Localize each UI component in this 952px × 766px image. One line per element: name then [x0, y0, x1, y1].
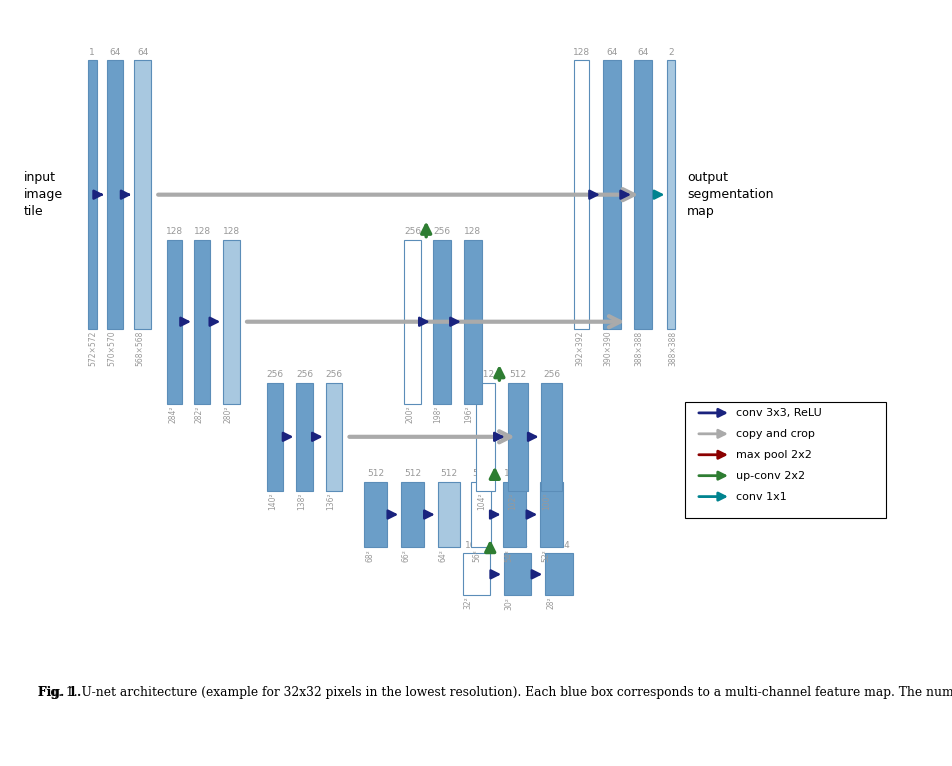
Text: 1024: 1024 [546, 541, 569, 550]
Text: conv 1x1: conv 1x1 [736, 492, 786, 502]
Text: 2: 2 [668, 47, 673, 57]
Bar [296, 383, 312, 490]
Text: Fig. 1. U-net architecture (example for 32x32 pixels in the lowest resolution). : Fig. 1. U-net architecture (example for … [38, 686, 952, 699]
Text: 572×572: 572×572 [89, 331, 97, 366]
Text: 100²: 100² [542, 492, 551, 509]
Text: 392×392: 392×392 [575, 331, 584, 366]
Text: 140²: 140² [268, 492, 277, 509]
Text: 198²: 198² [433, 405, 442, 423]
Text: 512: 512 [477, 371, 494, 379]
Text: 256: 256 [433, 227, 450, 236]
Text: 1: 1 [89, 47, 95, 57]
Text: 1024: 1024 [506, 541, 528, 550]
Text: 128: 128 [166, 227, 183, 236]
Text: 136²: 136² [327, 492, 335, 509]
Bar [602, 61, 621, 329]
Text: 256: 256 [267, 371, 284, 379]
Bar [223, 240, 239, 404]
Text: 28²: 28² [545, 597, 554, 610]
Text: 280²: 280² [224, 405, 232, 423]
Bar [574, 61, 588, 329]
Text: 1024: 1024 [503, 469, 526, 478]
Text: 282²: 282² [194, 405, 204, 423]
Text: 568×568: 568×568 [135, 331, 144, 366]
Text: 256: 256 [296, 371, 313, 379]
Text: 200²: 200² [405, 405, 414, 423]
Text: 570×570: 570×570 [108, 331, 117, 366]
Bar [326, 383, 342, 490]
Text: 64²: 64² [438, 549, 447, 561]
Bar [470, 482, 490, 548]
Text: 68²: 68² [365, 549, 374, 561]
Text: 390×390: 390×390 [603, 331, 612, 366]
Text: 512: 512 [404, 469, 421, 478]
Text: 64: 64 [637, 47, 648, 57]
Bar [540, 482, 563, 548]
Bar [464, 240, 482, 404]
Text: Fig. 1.: Fig. 1. [38, 686, 81, 699]
Text: 388×388: 388×388 [667, 331, 677, 366]
Text: 284²: 284² [168, 405, 177, 423]
Text: max pool 2x2: max pool 2x2 [736, 450, 811, 460]
Text: copy and crop: copy and crop [736, 429, 814, 439]
Text: 512: 512 [508, 371, 526, 379]
Text: input
image
tile: input image tile [24, 171, 63, 218]
Text: 56²: 56² [471, 549, 481, 561]
Bar [633, 61, 651, 329]
Text: 32²: 32² [464, 597, 472, 610]
Bar [684, 402, 885, 518]
Text: 128: 128 [572, 47, 589, 57]
Bar [168, 240, 182, 404]
Bar [437, 482, 460, 548]
Text: 64: 64 [137, 47, 149, 57]
Text: 52²: 52² [541, 549, 549, 561]
Bar [134, 61, 150, 329]
Bar [223, 240, 239, 404]
Bar [507, 383, 527, 490]
Bar [545, 553, 572, 595]
Bar [504, 553, 531, 595]
Text: 388×388: 388×388 [634, 331, 644, 366]
Text: conv 3x3, ReLU: conv 3x3, ReLU [736, 408, 822, 418]
Bar [326, 383, 342, 490]
Text: output
segmentation
map: output segmentation map [686, 171, 773, 218]
Text: 512: 512 [472, 469, 489, 478]
Text: 128: 128 [193, 227, 210, 236]
Bar [666, 61, 675, 329]
Bar [267, 383, 283, 490]
Text: up-conv 2x2: up-conv 2x2 [736, 470, 804, 481]
Text: 128: 128 [223, 227, 240, 236]
Text: 256: 256 [404, 227, 421, 236]
Bar [134, 61, 150, 329]
Text: 102²: 102² [508, 492, 517, 509]
Text: 512: 512 [440, 469, 457, 478]
Text: 64: 64 [109, 47, 121, 57]
Text: 1024: 1024 [465, 541, 487, 550]
Text: 512: 512 [367, 469, 384, 478]
Bar [107, 61, 123, 329]
Text: 64: 64 [605, 47, 617, 57]
Bar [476, 383, 494, 490]
Text: 138²: 138² [297, 492, 306, 509]
Text: 256: 256 [325, 371, 342, 379]
Text: 54²: 54² [504, 549, 513, 561]
Text: 196²: 196² [465, 405, 473, 423]
Text: 128: 128 [464, 227, 481, 236]
Bar [463, 553, 489, 595]
Bar [88, 61, 97, 329]
Text: 512: 512 [543, 469, 560, 478]
Bar [503, 482, 526, 548]
Text: 256: 256 [543, 371, 560, 379]
Bar [437, 482, 460, 548]
Text: 66²: 66² [402, 549, 410, 561]
Bar [364, 482, 387, 548]
Bar [193, 240, 210, 404]
Text: 104²: 104² [477, 492, 486, 509]
Bar [432, 240, 450, 404]
Bar [404, 240, 420, 404]
Text: 30²: 30² [505, 597, 513, 610]
Bar [541, 383, 561, 490]
Bar [401, 482, 424, 548]
